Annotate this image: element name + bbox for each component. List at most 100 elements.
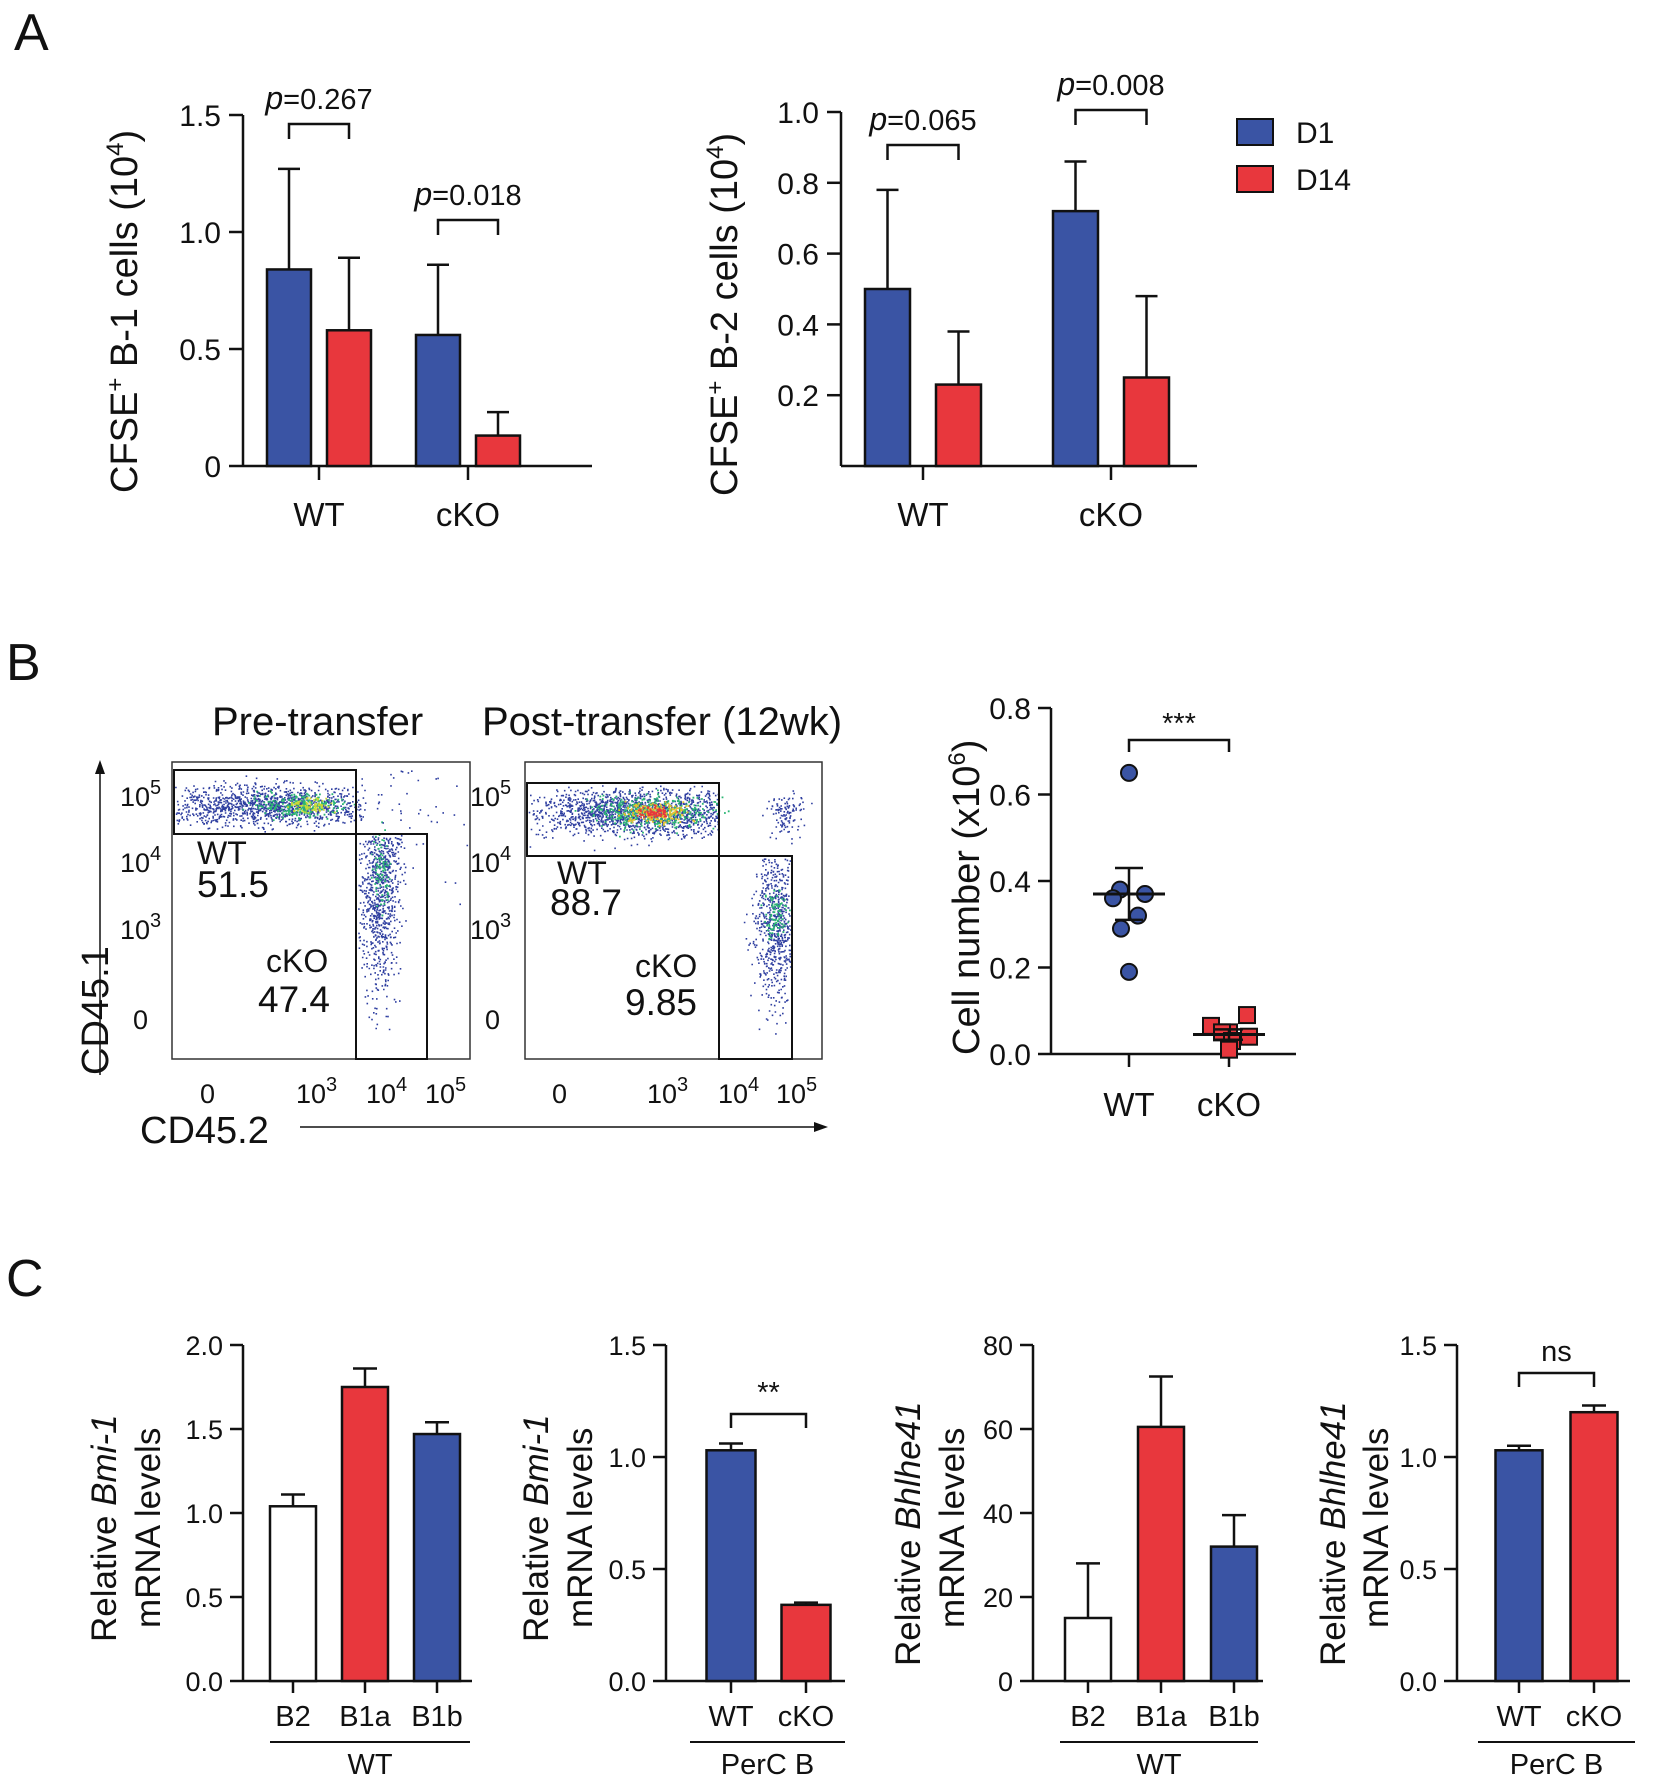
significance-bracket xyxy=(1517,1371,1596,1387)
svg-text:105: 105 xyxy=(776,1074,817,1109)
chart-b-cell-number: 0.0 0.2 0.4 0.6 0.8 WT cKO *** xyxy=(989,693,1296,1123)
y-tick-label: 0 xyxy=(204,451,221,484)
flow-ylabel: CD45.1 xyxy=(75,946,117,1075)
flow-y-arrowhead xyxy=(95,760,105,774)
x-tick-label: B2 xyxy=(275,1701,310,1733)
significance-bracket xyxy=(1127,738,1231,752)
flow-x-arrowhead xyxy=(814,1122,828,1132)
x-tick-label: cKO xyxy=(1566,1701,1622,1733)
chart-b-ylabel: Cell number (x106) xyxy=(944,740,988,1055)
y-tick-label: 40 xyxy=(983,1499,1013,1529)
panel-label-a: A xyxy=(14,4,49,62)
group-label: WT xyxy=(1136,1749,1181,1781)
xtick-exp: 4 xyxy=(748,1074,759,1096)
x-tick-label: WT xyxy=(708,1701,753,1733)
y-tick-label: 1.0 xyxy=(185,1499,223,1529)
y-tick-label: 20 xyxy=(983,1583,1013,1613)
flow-event-dots xyxy=(762,790,813,845)
panel-label-c: C xyxy=(6,1250,44,1308)
x-tick-label: B1a xyxy=(339,1701,391,1733)
y-tick-label: 0.0 xyxy=(989,1039,1031,1072)
chart-c1-ylabel-line1: Relative Bmi-1 xyxy=(85,1414,124,1642)
xtick-exp: 5 xyxy=(455,1074,466,1096)
legend-swatch-d14 xyxy=(1236,165,1274,193)
xtick-zero: 0 xyxy=(552,1079,567,1109)
ytick-exp: 3 xyxy=(150,910,161,932)
svg-text:104: 104 xyxy=(470,843,511,878)
y-tick-label: 0.4 xyxy=(989,866,1031,899)
flow-gate-post-cko xyxy=(718,855,793,1060)
flow-density-core xyxy=(370,821,392,917)
data-point-cko xyxy=(1220,1040,1238,1059)
xtick-exp: 5 xyxy=(806,1074,817,1096)
x-tick-label: cKO xyxy=(1197,1086,1261,1123)
y-tick-label: 1.0 xyxy=(608,1443,646,1473)
xtick-exp: 4 xyxy=(396,1074,407,1096)
chart-c1-ylabel-line2: mRNA levels xyxy=(129,1428,168,1628)
chart-c3-ylabel-line1: Relative Bhlhe41 xyxy=(889,1401,928,1666)
group-label: PerC B xyxy=(721,1749,814,1781)
bar-d14-cko xyxy=(474,434,522,468)
ytick-zero: 0 xyxy=(133,1005,148,1035)
ytick-base: 10 xyxy=(120,848,150,878)
y-tick-label: 2.0 xyxy=(185,1331,223,1361)
group-label: PerC B xyxy=(1510,1749,1603,1781)
panel-label-b: B xyxy=(6,634,41,692)
ytick-base: 10 xyxy=(120,915,150,945)
svg-text:103: 103 xyxy=(296,1074,337,1109)
data-point-wt xyxy=(1112,919,1130,938)
significance-bracket xyxy=(436,218,500,235)
flow-gate-post-wt xyxy=(526,782,720,857)
flow-plot-post-frame xyxy=(524,761,823,1060)
flow-post-cko-value: 9.85 xyxy=(625,982,697,1023)
flow-density-core xyxy=(287,797,336,814)
svg-text:103: 103 xyxy=(120,910,161,945)
x-tick-label: WT xyxy=(1496,1701,1541,1733)
flow-pre-yticks: 105 104 103 0 xyxy=(120,777,161,1035)
legend-swatch-d1 xyxy=(1236,118,1274,146)
y-tick-label: 1.0 xyxy=(179,217,221,250)
data-point-wt xyxy=(1120,763,1138,782)
x-tick-label: B1a xyxy=(1135,1701,1187,1733)
significance-label: *** xyxy=(1162,708,1196,740)
x-tick-label: cKO xyxy=(436,496,500,533)
xtick-exp: 3 xyxy=(326,1074,337,1096)
chart-c2-bmi1-perc: 0.0 0.5 1.0 1.5 WT cKO PerC B ** xyxy=(608,1331,845,1781)
xtick-base: 10 xyxy=(647,1079,677,1109)
y-tick-label: 0.5 xyxy=(1399,1555,1437,1585)
bar-b2 xyxy=(268,1505,318,1683)
y-tick-label: 1.5 xyxy=(1399,1331,1437,1361)
bar-cko xyxy=(1569,1410,1619,1683)
bar-d14-wt xyxy=(934,383,983,468)
bar-d1-cko xyxy=(414,333,462,468)
flow-plot-pre-frame xyxy=(171,761,471,1060)
flow-event-dots xyxy=(743,858,792,1035)
chart-c4-ylabel-line2: mRNA levels xyxy=(1357,1428,1396,1628)
significance-bracket xyxy=(287,122,351,139)
svg-text:103: 103 xyxy=(470,910,511,945)
y-tick-label: 1.5 xyxy=(185,1415,223,1445)
x-tick-label: B2 xyxy=(1070,1701,1105,1733)
flow-post-cko-label: cKO xyxy=(635,948,697,984)
y-tick-label: 0 xyxy=(998,1667,1013,1697)
p-value-label: p=0.065 xyxy=(868,101,976,137)
x-tick-label: cKO xyxy=(1079,496,1143,533)
data-point-wt xyxy=(1129,906,1147,925)
flow-density-dots xyxy=(175,770,813,1035)
y-tick-label: 1.0 xyxy=(777,97,819,130)
y-tick-label: 1.5 xyxy=(608,1331,646,1361)
bar-d14-wt xyxy=(325,329,373,468)
chart-c4-bhlhe41-perc: 0.0 0.5 1.0 1.5 WT cKO PerC B ns xyxy=(1399,1331,1635,1781)
flow-post-xticks: 0 103 104 105 xyxy=(552,1074,817,1109)
significance-bracket xyxy=(886,143,960,160)
significance-label: ** xyxy=(757,1377,780,1409)
svg-text:104: 104 xyxy=(718,1074,759,1109)
flow-cytometry-plots: Pre-transfer Post-transfer (12wk) WT 51.… xyxy=(75,700,842,1152)
ytick-exp: 5 xyxy=(500,777,511,799)
bar-b2 xyxy=(1063,1616,1113,1683)
y-tick-label: 0.0 xyxy=(1399,1667,1437,1697)
bar-wt xyxy=(1494,1449,1544,1683)
flow-density-core xyxy=(618,800,696,827)
chart-c1-bmi1-wt: 0.0 0.5 1.0 1.5 2.0 B2 B1a B1b WT xyxy=(185,1331,472,1781)
